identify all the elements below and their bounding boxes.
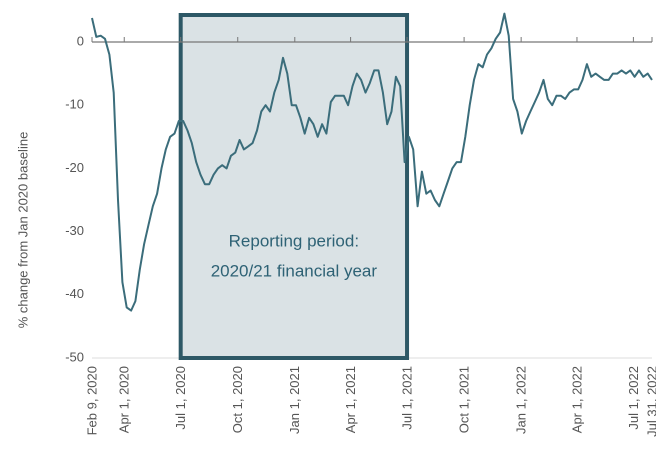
x-tick-label: Jul 1, 2020 [173, 366, 188, 430]
y-tick-label: -40 [65, 286, 84, 301]
x-tick-label: Apr 1, 2021 [343, 366, 358, 433]
x-tick-label: Jul 1, 2022 [626, 366, 641, 430]
x-tick-label: Oct 1, 2020 [230, 366, 245, 433]
y-tick-label: -50 [65, 349, 84, 364]
annotation-box [178, 13, 410, 360]
data-line [91, 12, 653, 312]
y-tick-label: 0 [77, 33, 84, 48]
x-tick-label: Jan 1, 2022 [514, 366, 529, 434]
x-tick-label: Jan 1, 2021 [287, 366, 302, 434]
x-tick-label: Apr 1, 2022 [569, 366, 584, 433]
y-tick-label: -20 [65, 160, 84, 175]
y-tick-label: -10 [65, 97, 84, 112]
y-tick-label: -30 [65, 223, 84, 238]
y-axis-label: % change from Jan 2020 baseline [15, 132, 30, 329]
x-tick-label: Oct 1, 2021 [457, 366, 472, 433]
x-tick-label: Feb 9, 2020 [84, 366, 99, 435]
x-tick-label: Apr 1, 2020 [117, 366, 132, 433]
x-tick-label: Jul 31, 2022 [644, 366, 656, 437]
annotation-text: Reporting period: [229, 231, 359, 250]
annotation-text: 2020/21 financial year [211, 261, 378, 280]
x-tick-label: Jul 1, 2021 [399, 366, 414, 430]
